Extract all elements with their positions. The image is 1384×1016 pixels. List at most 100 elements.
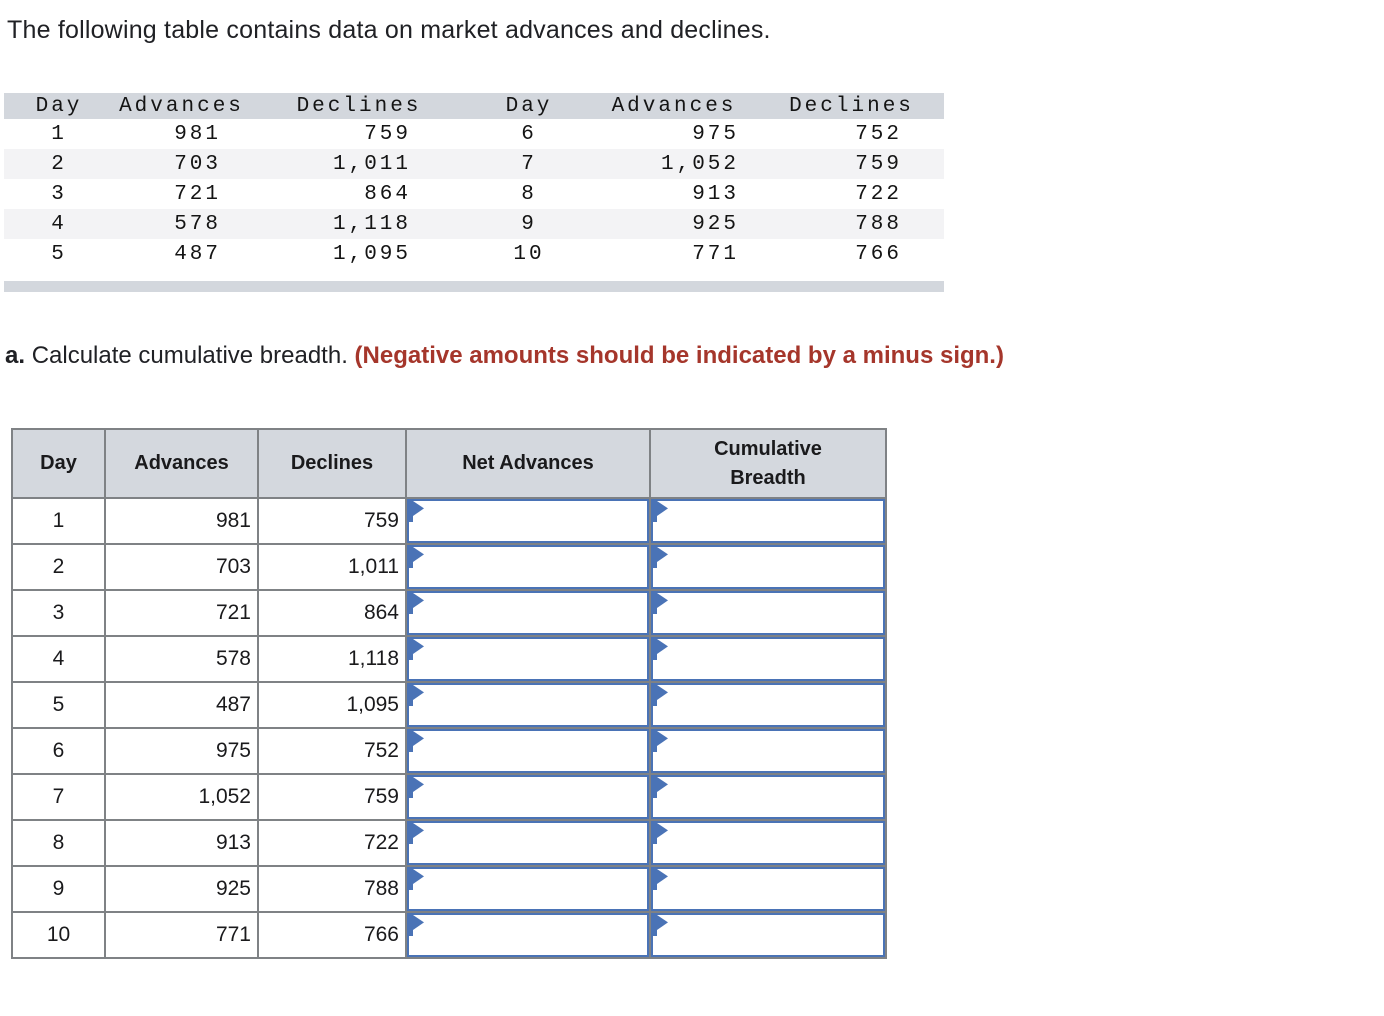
cumulative-breadth-input[interactable] [653, 915, 883, 955]
net-advances-input-box[interactable] [407, 499, 649, 543]
answer-day-cell: 9 [11, 865, 106, 913]
net-advances-input-box[interactable] [407, 775, 649, 819]
cumulative-breadth-input[interactable] [653, 731, 883, 771]
source-declines-cell: 722 [855, 182, 902, 206]
source-advances-cell: 703 [174, 152, 221, 176]
source-advances-cell: 771 [692, 242, 739, 266]
source-row: 1 981 759 6 975 752 [4, 119, 944, 149]
answer-day-cell: 4 [11, 635, 106, 683]
source-col-header-declines: Declines [249, 93, 469, 119]
cumulative-breadth-input-box[interactable] [651, 499, 885, 543]
cumulative-breadth-input-box[interactable] [651, 821, 885, 865]
cumulative-breadth-input[interactable] [653, 869, 883, 909]
net-advances-input-box[interactable] [407, 545, 649, 589]
source-advances-cell: 981 [174, 122, 221, 146]
net-advances-input[interactable] [409, 639, 647, 679]
net-advances-cell [405, 589, 651, 637]
cumulative-breadth-input[interactable] [653, 823, 883, 863]
answer-day-cell: 2 [11, 543, 106, 591]
source-declines-cell: 1,118 [332, 212, 411, 236]
source-col-header-advances: Advances [114, 93, 249, 119]
net-advances-input[interactable] [409, 777, 647, 817]
answer-row: 3 721 864 [11, 589, 887, 637]
intro-text: The following table contains data on mar… [7, 16, 771, 44]
net-advances-input-box[interactable] [407, 683, 649, 727]
net-advances-input[interactable] [409, 823, 647, 863]
answer-declines-cell: 1,118 [257, 635, 407, 683]
cumulative-breadth-input[interactable] [653, 639, 883, 679]
net-advances-input-box[interactable] [407, 867, 649, 911]
cumulative-breadth-cell [649, 589, 887, 637]
cumulative-breadth-input-box[interactable] [651, 729, 885, 773]
cumulative-breadth-input-box[interactable] [651, 591, 885, 635]
cumulative-breadth-cell [649, 819, 887, 867]
answer-advances-cell: 578 [104, 635, 259, 683]
answer-row: 1 981 759 [11, 497, 887, 545]
answer-advances-cell: 981 [104, 497, 259, 545]
answer-day-cell: 8 [11, 819, 106, 867]
answer-header-row: Day Advances Declines Net Advances Cumul… [11, 428, 887, 499]
net-advances-input[interactable] [409, 869, 647, 909]
net-advances-input[interactable] [409, 547, 647, 587]
net-advances-input[interactable] [409, 685, 647, 725]
source-day-cell: 6 [521, 122, 537, 146]
source-col-header-day2: Day [469, 93, 589, 119]
answer-col-header-cumulative-breadth: Cumulative Breadth [649, 428, 887, 499]
source-advances-cell: 913 [692, 182, 739, 206]
question-line: a. Calculate cumulative breadth. (Negati… [5, 342, 1004, 370]
answer-col-header-advances: Advances [104, 428, 259, 499]
cumulative-breadth-input[interactable] [653, 593, 883, 633]
source-advances-cell: 925 [692, 212, 739, 236]
net-advances-input-box[interactable] [407, 729, 649, 773]
net-advances-input-box[interactable] [407, 821, 649, 865]
answer-advances-cell: 925 [104, 865, 259, 913]
cumulative-breadth-input-box[interactable] [651, 867, 885, 911]
cumulative-breadth-cell [649, 543, 887, 591]
source-day-cell: 9 [521, 212, 537, 236]
answer-col-header-net-advances: Net Advances [405, 428, 651, 499]
answer-advances-cell: 771 [104, 911, 259, 959]
source-declines-cell: 759 [364, 122, 411, 146]
net-advances-input-box[interactable] [407, 913, 649, 957]
cumulative-breadth-cell [649, 727, 887, 775]
cumulative-breadth-input[interactable] [653, 685, 883, 725]
cumulative-breadth-input-box[interactable] [651, 913, 885, 957]
source-day-cell: 2 [51, 152, 67, 176]
answer-day-cell: 3 [11, 589, 106, 637]
cumulative-breadth-input-box[interactable] [651, 683, 885, 727]
cumulative-breadth-cell [649, 681, 887, 729]
cumulative-breadth-cell [649, 911, 887, 959]
answer-row: 8 913 722 [11, 819, 887, 867]
source-day-cell: 4 [51, 212, 67, 236]
answer-advances-cell: 487 [104, 681, 259, 729]
net-advances-cell [405, 819, 651, 867]
answer-row: 2 703 1,011 [11, 543, 887, 591]
net-advances-input-box[interactable] [407, 591, 649, 635]
net-advances-input[interactable] [409, 731, 647, 771]
net-advances-input-box[interactable] [407, 637, 649, 681]
cumulative-breadth-cell [649, 865, 887, 913]
answer-col-header-declines: Declines [257, 428, 407, 499]
source-day-cell: 1 [51, 122, 67, 146]
cumulative-breadth-input[interactable] [653, 547, 883, 587]
cumulative-breadth-input[interactable] [653, 501, 883, 541]
answer-declines-cell: 1,095 [257, 681, 407, 729]
source-day-cell: 8 [521, 182, 537, 206]
answer-day-cell: 5 [11, 681, 106, 729]
source-declines-cell: 864 [364, 182, 411, 206]
cumulative-breadth-input-box[interactable] [651, 637, 885, 681]
answer-row: 4 578 1,118 [11, 635, 887, 683]
net-advances-input[interactable] [409, 593, 647, 633]
net-advances-input[interactable] [409, 915, 647, 955]
source-advances-cell: 975 [692, 122, 739, 146]
answer-row: 7 1,052 759 [11, 773, 887, 821]
source-day-cell: 7 [521, 152, 537, 176]
cumulative-breadth-input[interactable] [653, 777, 883, 817]
source-row: 3 721 864 8 913 722 [4, 179, 944, 209]
cumulative-breadth-input-box[interactable] [651, 545, 885, 589]
net-advances-input[interactable] [409, 501, 647, 541]
cumulative-breadth-input-box[interactable] [651, 775, 885, 819]
answer-day-cell: 1 [11, 497, 106, 545]
source-day-cell: 3 [51, 182, 67, 206]
